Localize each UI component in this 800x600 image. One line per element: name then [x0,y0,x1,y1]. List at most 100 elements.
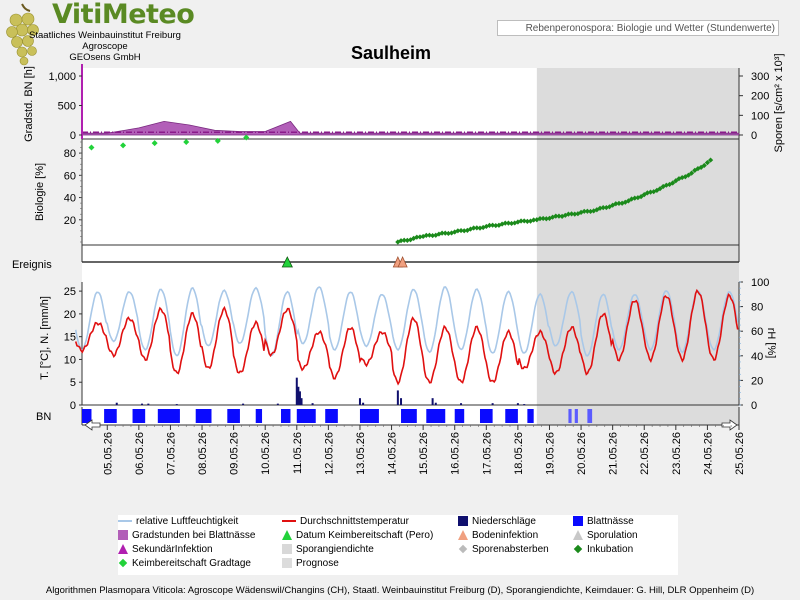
rh-ytick-2: 60 [751,326,763,338]
gradstunden-ytick-2: 0 [70,130,76,142]
inkubation-point [458,227,464,234]
legend-symbol-triangle-icon [458,530,468,541]
scroll-left-icon [84,419,101,431]
gradstunden-ylabel: Gradstd. BN [h] [23,66,35,142]
keimbereitschaft-gradtage-point [183,139,190,145]
blattnaesse-bar [132,409,146,423]
rh-ytick-1: 80 [751,302,763,314]
scroll-right-icon [721,419,738,431]
x-tick-label: 14.05.26 [387,432,399,475]
legend-label: Blattnässe [587,516,634,527]
blattnaesse-bar [82,409,92,423]
legend-item-temp: Durchschnittstemperatur [282,516,409,527]
x-tick-label: 15.05.26 [418,432,430,475]
page-title: Saulheim [350,43,432,63]
legend-label: Sporulation [587,530,638,541]
legend-label: Inkubation [587,544,634,555]
precipitation-bar [298,391,301,405]
inkubation-point [550,214,556,220]
legend-label: Prognose [296,558,339,569]
x-tick-label: 25.05.26 [734,432,746,475]
legend-symbol-square-icon [282,558,292,569]
wetter-ytick-5: 0 [70,400,76,412]
inkubation-point [556,213,562,219]
inkubation-point [613,201,619,207]
inkubation-point [486,222,493,228]
gradstunden-ytick-0: 1,000 [48,71,76,83]
inkubation-point [565,211,572,217]
legend-item-sek: SekundärInfektion [118,544,213,555]
x-tick-label: 11.05.26 [292,432,304,474]
inkubation-point [663,182,669,188]
precipitation-bar [434,402,437,405]
legend-symbol-line-icon [118,520,132,523]
legend-item-precip: Niederschläge [458,516,536,527]
inkubation-point [401,237,407,243]
x-tick-label: 09.05.26 [229,432,241,475]
precipitation-bar [362,402,365,405]
inkubation-point [524,218,530,224]
x-tick-label: 07.05.26 [165,432,177,475]
precipitation-bar [523,404,526,405]
rh-ylabel: rH [%] [765,328,777,359]
keimbereitschaft-gradtage-point [243,134,250,141]
inkubation-point [606,204,613,210]
blattnaesse-bar [255,409,263,423]
inkubation-point [553,213,559,219]
inkubation-point [499,221,505,227]
inkubation-point [641,192,647,198]
inkubation-point [531,217,537,223]
inkubation-point [493,222,499,229]
inkubation-point [647,189,654,195]
inkubation-point [591,208,597,214]
precipitation-bar [242,403,245,405]
blattnaesse-bar [157,409,180,423]
inkubation-point [657,186,663,192]
legend-label: Keimbereitschaft Gradtage [132,558,251,569]
inkubation-point [411,235,417,241]
inkubation-point [689,170,695,176]
inkubation-point [461,228,467,234]
logo-line1: Staatliches Weinbauinstitut Freiburg [29,30,181,41]
inkubation-point [534,217,540,223]
inkubation-point [404,237,410,243]
inkubation-point [398,238,404,244]
legend-symbol-square-icon [118,530,128,541]
precipitation-bar [300,398,303,405]
legend-symbol-triangle-icon [282,530,292,541]
keimbereitschaft-gradtage-point [88,144,95,151]
precipitation-bar [431,398,434,405]
inkubation-point [502,220,508,226]
precipitation-bar [396,390,399,405]
x-tick-label: 20.05.26 [576,432,588,475]
legend-label: Bodeninfektion [472,530,539,541]
precipitation-bar [147,403,150,405]
sporen-ytick-3: 0 [751,130,757,142]
legend-label: relative Luftfeuchtigkeit [136,516,239,527]
inkubation-point [426,232,433,238]
inkubation-point [417,234,423,240]
legend-item-grad: Gradstunden bei Blattnässe [118,530,255,541]
bodeninfektion-marker [397,256,408,268]
legend-item-rh: relative Luftfeuchtigkeit [118,516,238,527]
legend-symbol-square-icon [458,516,468,527]
biologie-ytick-1: 60 [64,170,76,182]
temperature-line [74,288,739,386]
precipitation-bar [115,402,118,405]
legend-symbol-diamond-icon [458,545,468,554]
legend-label: Sporenabsterben [472,544,549,555]
legend-item-bn: Blattnässe [573,516,634,527]
x-tick-label: 16.05.26 [450,432,462,475]
inkubation-point [477,225,483,231]
precipitation-bar [311,403,314,405]
inkubation-point [423,232,429,238]
x-tick-label: 24.05.26 [702,432,714,475]
inkubation-point [584,208,590,214]
legend-label: Niederschläge [472,516,536,527]
x-tick-label: 05.05.26 [102,432,114,475]
inkubation-point [632,195,638,201]
x-tick-label: 22.05.26 [639,432,651,475]
legend-item-keimdate: Datum Keimbereitschaft (Pero) [282,530,433,541]
inkubation-point [572,211,578,217]
biologie-ytick-2: 40 [64,193,76,205]
